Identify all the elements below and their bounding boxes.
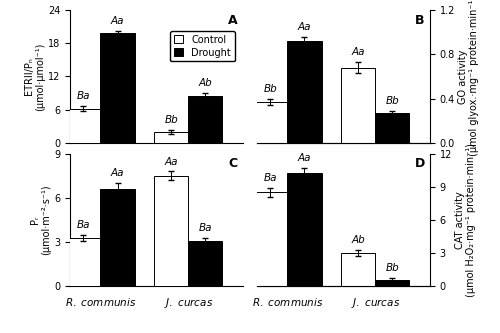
Bar (100, 189, 134, 286)
Text: Ba: Ba (76, 220, 90, 230)
Bar (375, 113, 410, 143)
Bar (154, 132, 188, 143)
Y-axis label: Pᵣ
(μmol·m⁻²·s⁻¹): Pᵣ (μmol·m⁻²·s⁻¹) (30, 184, 52, 255)
Bar (100, 33, 134, 143)
Text: Bb: Bb (264, 84, 277, 94)
Text: Ab: Ab (198, 78, 212, 88)
Bar (66, 109, 100, 143)
Bar (188, 241, 222, 286)
Bar (375, 280, 410, 286)
Text: Aa: Aa (298, 22, 311, 32)
Text: D: D (414, 158, 425, 170)
Y-axis label: CAT activity
(μmol H₂O₂·mg⁻¹ protein·min⁻¹): CAT activity (μmol H₂O₂·mg⁻¹ protein·min… (455, 143, 476, 297)
Legend: Control, Drought: Control, Drought (170, 31, 235, 62)
Y-axis label: GO activity
(μmol glyox.·mg⁻¹ protein·min⁻¹): GO activity (μmol glyox.·mg⁻¹ protein·mi… (458, 0, 479, 157)
Y-axis label: ETRII/Pₙ
(μmol·μmol⁻¹): ETRII/Pₙ (μmol·μmol⁻¹) (24, 42, 45, 111)
Bar (288, 173, 322, 286)
Text: Aa: Aa (298, 153, 311, 163)
Bar (254, 192, 288, 286)
Bar (341, 253, 375, 286)
Bar (66, 238, 100, 286)
Text: Ba: Ba (198, 223, 212, 233)
Text: Aa: Aa (352, 47, 365, 57)
Text: Aa: Aa (164, 157, 178, 166)
Text: Aa: Aa (111, 168, 124, 178)
Text: B: B (416, 14, 425, 27)
Bar (188, 96, 222, 143)
Text: Ab: Ab (351, 235, 365, 245)
Bar (154, 175, 188, 286)
Text: Aa: Aa (111, 16, 124, 26)
Text: Bb: Bb (164, 115, 178, 125)
Text: Ba: Ba (76, 91, 90, 101)
Bar (254, 102, 288, 143)
Text: Bb: Bb (386, 96, 399, 106)
Text: Bb: Bb (386, 263, 399, 273)
Text: C: C (229, 158, 238, 170)
Text: Ba: Ba (264, 173, 277, 183)
Text: A: A (228, 14, 238, 27)
Bar (288, 41, 322, 143)
Bar (341, 68, 375, 143)
